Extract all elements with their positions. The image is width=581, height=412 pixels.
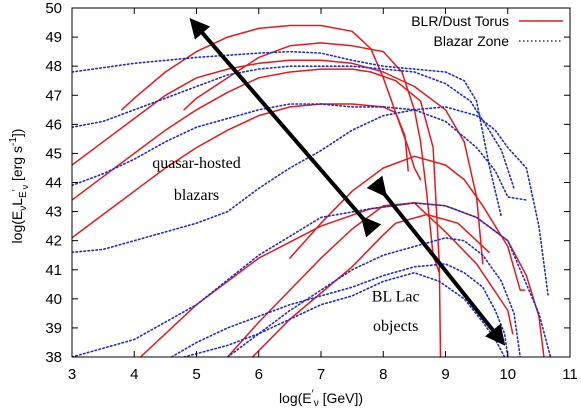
curves-layer [72,24,552,357]
blr-dust-torus-curve-6 [139,202,545,357]
x-tick-label: 10 [499,366,516,383]
annotation-label: BL Lac [372,289,420,306]
legend: BLR/Dust Torus Blazar Zone [411,13,563,49]
y-tick-label: 45 [45,145,62,162]
x-tick-label: 4 [130,366,138,383]
x-tick-label: 9 [441,366,449,383]
annotation-label: objects [373,318,418,335]
annotation-label: quasar-hosted [152,155,241,172]
blazar-zone-curve-2 [72,65,515,190]
x-tick-label: 11 [562,366,578,383]
y-tick-label: 43 [45,204,62,221]
arrows-layer [189,18,506,346]
blr-dust-torus-curve-8 [251,213,490,357]
y-tick-label: 38 [45,349,62,366]
y-tick-label: 46 [45,116,62,133]
blr-dust-torus-curve-3 [72,59,484,265]
x-tick-label: 8 [379,366,387,383]
y-axis-title: log(EνLE′ν [erg s-1]) [8,129,30,244]
x-axis-title: log(E′ν [GeV]) [279,388,363,409]
annotation-label: blazars [174,187,219,204]
legend-label: Blazar Zone [434,33,510,49]
y-tick-label: 47 [45,87,62,104]
double-arrow-2 [366,175,506,346]
double-arrow-1 [189,18,382,238]
y-tick-label: 50 [45,0,62,17]
blazar-zone-curve-3 [72,103,528,201]
x-tick-label: 3 [68,366,76,383]
y-tick-label: 40 [45,291,62,308]
y-tick-label: 48 [45,58,62,75]
y-tick-label: 49 [45,29,62,46]
y-tick-label: 44 [45,175,62,192]
legend-label: BLR/Dust Torus [411,13,509,29]
blazar-zone-curve-1 [72,50,503,219]
x-tick-label: 6 [255,366,263,383]
y-tick-label: 39 [45,320,62,337]
annotations-layer: quasar-hosted blazars BL Lac objects [152,155,419,335]
x-tick-label: 7 [317,366,325,383]
y-tick-label: 42 [45,233,62,250]
y-tick-label: 41 [45,262,62,279]
x-tick-label: 5 [192,366,200,383]
